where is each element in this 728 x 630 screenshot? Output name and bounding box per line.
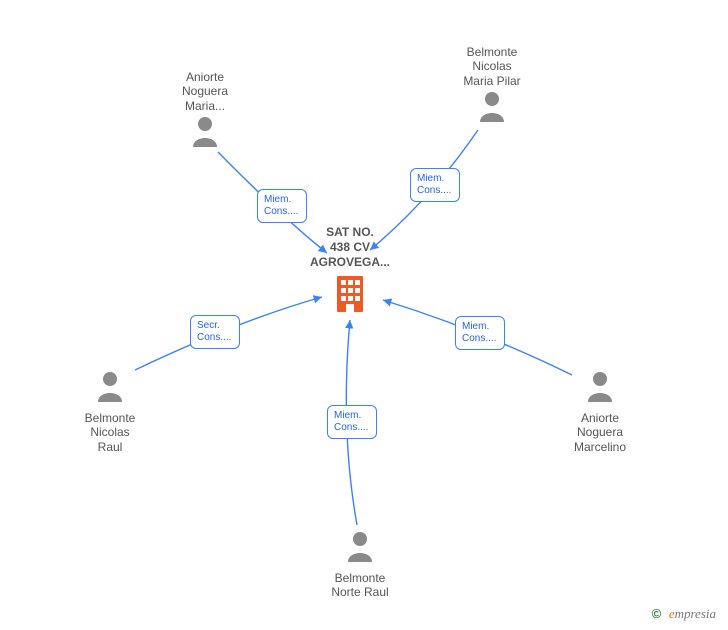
person-label: Aniorte Noguera Maria... <box>145 70 265 113</box>
person-icon <box>95 370 125 407</box>
person-label: Belmonte Nicolas Raul <box>50 411 170 454</box>
copyright-symbol: © <box>652 606 662 621</box>
person-label: Belmonte Nicolas Maria Pilar <box>432 45 552 88</box>
diagram-canvas: SAT NO. 438 CV AGROVEGA... Aniorte Nogue… <box>0 0 728 630</box>
person-node-belmonte_pilar[interactable]: Belmonte Nicolas Maria Pilar <box>432 45 552 127</box>
edge-label: Miem. Cons.... <box>410 168 460 202</box>
person-label: Belmonte Norte Raul <box>300 571 420 600</box>
watermark: © empresia <box>652 606 716 622</box>
person-icon <box>477 90 507 127</box>
person-label: Aniorte Noguera Marcelino <box>540 411 660 454</box>
person-node-aniorte_maria[interactable]: Aniorte Noguera Maria... <box>145 70 265 152</box>
edge-label: Miem. Cons.... <box>455 316 505 350</box>
person-node-aniorte_marcelino[interactable]: Aniorte Noguera Marcelino <box>540 370 660 456</box>
person-node-belmonte_raul[interactable]: Belmonte Nicolas Raul <box>50 370 170 456</box>
center-node-company[interactable]: SAT NO. 438 CV AGROVEGA... <box>275 225 425 319</box>
edge-label: Secr. Cons.... <box>190 315 240 349</box>
person-icon <box>345 530 375 567</box>
brand-rest: mpresia <box>675 606 716 621</box>
building-icon <box>333 301 367 318</box>
edge-label: Miem. Cons.... <box>327 405 377 439</box>
person-icon <box>585 370 615 407</box>
edge-label: Miem. Cons.... <box>257 189 307 223</box>
person-node-belmonte_norte[interactable]: Belmonte Norte Raul <box>300 530 420 602</box>
center-node-label: SAT NO. 438 CV AGROVEGA... <box>275 225 425 270</box>
person-icon <box>190 115 220 152</box>
